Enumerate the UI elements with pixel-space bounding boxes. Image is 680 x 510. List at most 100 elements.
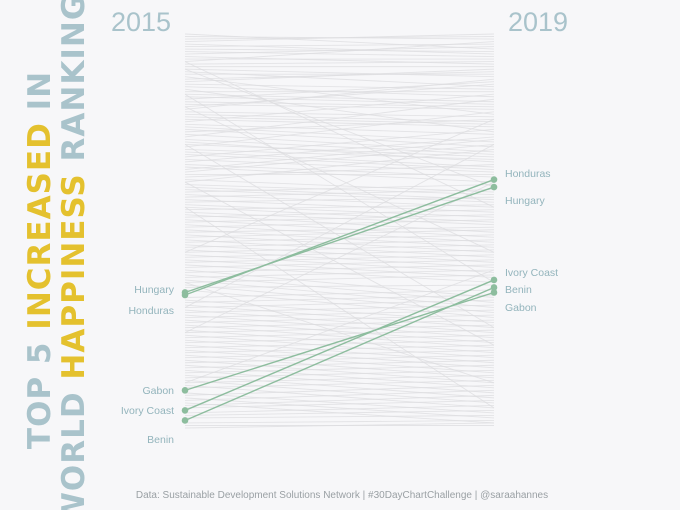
background-country-line	[184, 61, 495, 65]
title-line-1-part: INCREASED	[22, 122, 58, 330]
background-country-line	[184, 209, 495, 218]
background-country-line	[184, 68, 495, 83]
background-country-line	[184, 299, 495, 324]
background-country-line	[184, 78, 495, 110]
background-country-line	[184, 374, 495, 399]
background-country-line	[184, 196, 495, 203]
background-country-line	[184, 364, 495, 389]
label-2015-hungary: Hungary	[134, 284, 174, 296]
label-2019-honduras: Honduras	[505, 168, 551, 180]
background-country-line	[184, 206, 495, 409]
background-country-line	[184, 324, 495, 334]
label-2019-ivory-coast: Ivory Coast	[505, 267, 558, 279]
title-line-2-part: RANKING	[56, 0, 92, 173]
background-country-line	[184, 189, 495, 198]
background-country-line	[184, 369, 495, 379]
background-country-line	[184, 314, 495, 324]
background-country-line	[184, 269, 495, 384]
background-country-line	[184, 397, 495, 419]
background-country-line	[184, 118, 495, 253]
background-country-line	[184, 148, 495, 183]
background-country-line	[184, 329, 495, 339]
background-country-line	[184, 339, 495, 349]
point-2015-ivory-coast	[181, 407, 189, 414]
background-country-line	[184, 379, 495, 404]
title-line-2: WORLD HAPPINESS RANKING	[56, 0, 92, 510]
point-2019-benin	[490, 284, 498, 291]
label-2015-gabon: Gabon	[142, 385, 174, 397]
background-country-line	[184, 282, 495, 384]
background-country-line	[184, 309, 495, 319]
background-country-line	[184, 422, 495, 429]
highlight-line-hungary	[184, 186, 495, 294]
point-2019-ivory-coast	[490, 276, 498, 284]
point-2015-hungary	[181, 289, 189, 296]
background-country-line	[184, 339, 495, 364]
background-country-line	[184, 128, 495, 158]
background-country-line	[184, 359, 495, 369]
background-country-line	[184, 144, 495, 308]
background-country-line	[184, 219, 495, 228]
title-line-2-part: HAPPINESS	[56, 173, 92, 379]
background-country-line	[184, 284, 495, 288]
point-2015-benin	[181, 417, 189, 424]
background-country-line	[184, 409, 495, 416]
background-country-line	[184, 392, 495, 414]
background-country-line	[184, 181, 495, 346]
background-country-line	[184, 304, 495, 329]
background-country-line	[184, 138, 495, 170]
chart-title: TOP 5 INCREASED IN WORLD HAPPINESS RANKI…	[22, 0, 92, 510]
background-country-line	[184, 103, 495, 110]
background-country-line	[184, 334, 495, 344]
highlight-line-honduras	[184, 178, 495, 296]
background-country-line	[184, 344, 495, 354]
label-2019-hungary: Hungary	[505, 195, 545, 207]
background-country-line	[184, 219, 495, 238]
country-labels: Hungary Honduras Gabon Ivory Coast Benin Hond…	[121, 168, 558, 446]
background-country-line	[184, 106, 495, 253]
source-caption: Data: Sustainable Development Solutions …	[136, 490, 548, 501]
point-2019-hungary	[490, 183, 498, 191]
background-country-line	[184, 420, 495, 424]
title-line-2-part: WORLD	[56, 380, 92, 510]
year-label-2015: 2015	[111, 7, 171, 37]
highlight-line-ivory-coast	[184, 279, 495, 412]
background-country-line	[184, 404, 495, 414]
background-country-line	[184, 274, 495, 303]
background-country-line	[184, 394, 495, 406]
background-country-line	[184, 274, 495, 283]
background-country-line	[184, 374, 495, 384]
background-country-line	[184, 111, 495, 148]
background-country-line	[184, 294, 495, 303]
label-2019-benin: Benin	[505, 284, 532, 296]
background-country-line	[184, 41, 495, 63]
background-country-line	[184, 83, 495, 108]
background-country-line	[184, 184, 495, 196]
background-country-line	[184, 239, 495, 248]
point-2015-gabon	[181, 387, 189, 394]
title-line-1: TOP 5 INCREASED IN	[22, 71, 58, 449]
background-country-line	[184, 304, 495, 314]
background-country-line	[184, 344, 495, 369]
background-country-line	[184, 118, 495, 128]
background-country-line	[184, 189, 495, 203]
background-country-line	[184, 144, 495, 329]
background-country-line	[184, 68, 495, 78]
background-country-line	[184, 68, 495, 188]
title-line-1-part: TOP 5	[22, 330, 58, 449]
year-label-2019: 2019	[508, 7, 568, 37]
background-country-line	[184, 354, 495, 364]
background-country-line	[184, 141, 495, 163]
background-country-line	[184, 33, 495, 42]
background-country-line	[184, 229, 495, 238]
background-country-line	[184, 319, 495, 344]
background-country-line	[184, 204, 495, 218]
background-country-line	[184, 46, 495, 55]
background-country-line	[184, 181, 495, 334]
label-2019-gabon: Gabon	[505, 302, 537, 314]
background-country-line	[184, 244, 495, 253]
background-country-line	[184, 93, 495, 283]
background-country-line	[184, 93, 495, 103]
background-country-line	[184, 214, 495, 223]
